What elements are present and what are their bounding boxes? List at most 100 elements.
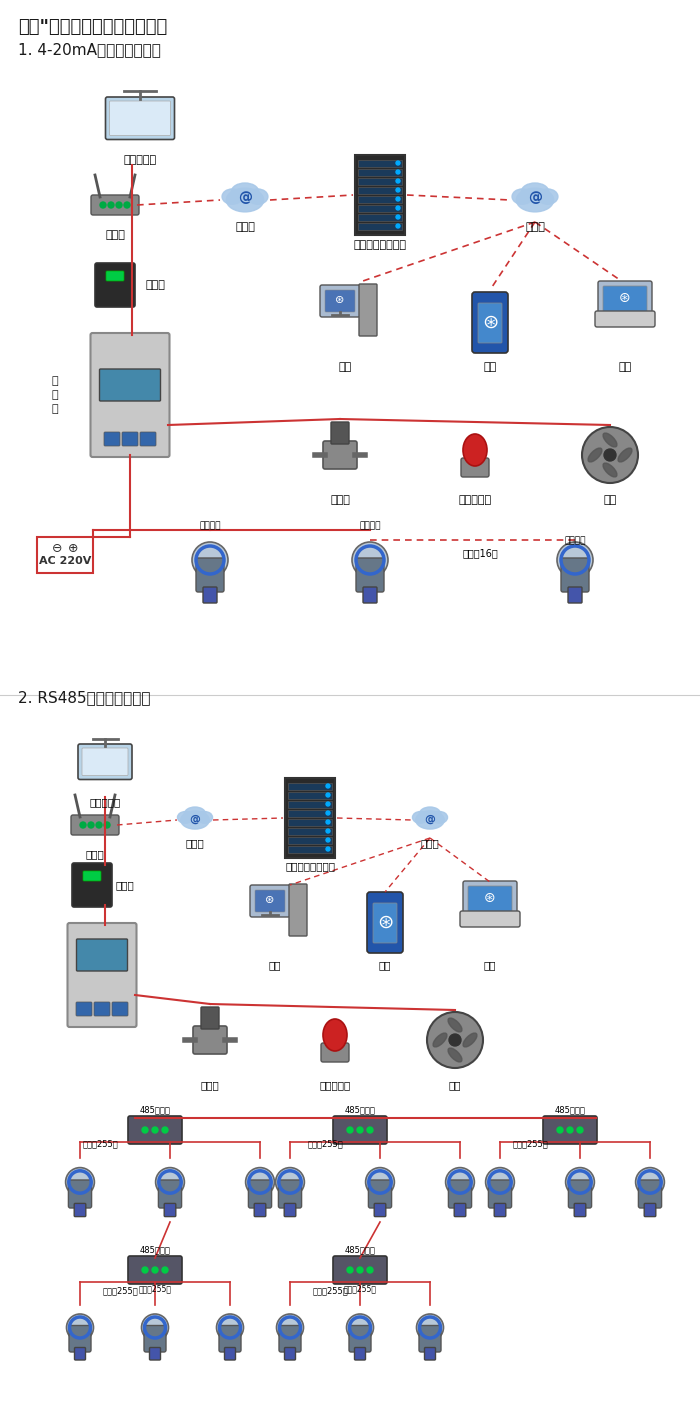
Text: 大众"系列带显示固定式检测仪: 大众"系列带显示固定式检测仪: [18, 18, 167, 37]
Circle shape: [326, 802, 330, 806]
FancyBboxPatch shape: [358, 196, 402, 203]
Text: 路由器: 路由器: [105, 229, 125, 241]
Circle shape: [347, 1127, 353, 1133]
FancyBboxPatch shape: [150, 1348, 160, 1361]
FancyBboxPatch shape: [367, 892, 403, 953]
Circle shape: [326, 794, 330, 796]
FancyBboxPatch shape: [333, 1116, 387, 1144]
FancyBboxPatch shape: [460, 910, 520, 927]
Circle shape: [567, 1127, 573, 1133]
Text: 485中继器: 485中继器: [344, 1104, 375, 1114]
Ellipse shape: [222, 189, 242, 204]
Circle shape: [108, 203, 114, 208]
Circle shape: [365, 1168, 394, 1196]
Text: ⊛: ⊛: [482, 312, 498, 332]
Text: 信号输出: 信号输出: [199, 521, 220, 530]
FancyBboxPatch shape: [561, 559, 589, 592]
FancyBboxPatch shape: [595, 311, 655, 326]
Ellipse shape: [181, 810, 209, 829]
Circle shape: [116, 203, 122, 208]
FancyBboxPatch shape: [78, 744, 132, 779]
FancyBboxPatch shape: [279, 1180, 302, 1209]
Text: 单机版电脑: 单机版电脑: [90, 796, 120, 808]
Text: 485中继器: 485中继器: [344, 1245, 375, 1254]
Ellipse shape: [433, 1033, 447, 1047]
FancyBboxPatch shape: [333, 1256, 387, 1285]
Circle shape: [152, 1127, 158, 1133]
Circle shape: [604, 449, 616, 461]
Circle shape: [449, 1034, 461, 1045]
FancyBboxPatch shape: [424, 1348, 435, 1361]
Circle shape: [582, 426, 638, 483]
FancyBboxPatch shape: [112, 1002, 128, 1016]
Circle shape: [396, 215, 400, 219]
FancyBboxPatch shape: [284, 1203, 296, 1217]
Circle shape: [326, 839, 330, 841]
FancyBboxPatch shape: [158, 1180, 181, 1209]
FancyBboxPatch shape: [603, 286, 647, 312]
FancyBboxPatch shape: [368, 1180, 391, 1209]
Text: 可连接255台: 可连接255台: [102, 1286, 138, 1294]
Circle shape: [352, 542, 388, 578]
FancyBboxPatch shape: [374, 1203, 386, 1217]
Text: 1. 4-20mA信号连接系统图: 1. 4-20mA信号连接系统图: [18, 42, 161, 58]
FancyBboxPatch shape: [489, 1180, 512, 1209]
FancyBboxPatch shape: [325, 290, 355, 312]
FancyBboxPatch shape: [37, 537, 93, 573]
FancyBboxPatch shape: [74, 1348, 85, 1361]
Circle shape: [416, 1314, 444, 1341]
Text: @: @: [425, 813, 435, 823]
Text: @: @: [528, 191, 542, 205]
Circle shape: [276, 1314, 304, 1341]
FancyBboxPatch shape: [321, 1043, 349, 1062]
Text: 转换器: 转换器: [145, 280, 165, 290]
FancyBboxPatch shape: [355, 155, 405, 235]
Text: 转换器: 转换器: [116, 879, 134, 891]
FancyBboxPatch shape: [83, 871, 101, 881]
FancyBboxPatch shape: [354, 1348, 365, 1361]
Text: 电磁阀: 电磁阀: [201, 1081, 219, 1090]
FancyBboxPatch shape: [164, 1203, 176, 1217]
Circle shape: [396, 179, 400, 183]
Text: 单机版电脑: 单机版电脑: [123, 155, 157, 165]
FancyBboxPatch shape: [323, 440, 357, 469]
Text: 485中继器: 485中继器: [554, 1104, 585, 1114]
Text: 终端: 终端: [484, 960, 496, 969]
Text: 可连接255台: 可连接255台: [512, 1140, 548, 1148]
Ellipse shape: [618, 447, 632, 461]
Text: ⊛: ⊛: [620, 291, 631, 305]
Ellipse shape: [226, 189, 264, 212]
Ellipse shape: [463, 1033, 477, 1047]
Circle shape: [66, 1168, 94, 1196]
Circle shape: [155, 1168, 184, 1196]
FancyBboxPatch shape: [449, 1180, 472, 1209]
Circle shape: [124, 203, 130, 208]
Circle shape: [326, 784, 330, 788]
FancyBboxPatch shape: [288, 827, 332, 834]
FancyBboxPatch shape: [568, 1180, 592, 1209]
FancyBboxPatch shape: [543, 1116, 597, 1144]
FancyBboxPatch shape: [250, 885, 290, 917]
Text: 可连接255台: 可连接255台: [82, 1140, 118, 1148]
Text: AC 220V: AC 220V: [38, 556, 91, 566]
FancyBboxPatch shape: [76, 1002, 92, 1016]
Circle shape: [152, 1266, 158, 1273]
Text: 终端: 终端: [618, 362, 631, 371]
Circle shape: [142, 1127, 148, 1133]
FancyBboxPatch shape: [288, 784, 332, 789]
FancyBboxPatch shape: [349, 1325, 371, 1352]
FancyBboxPatch shape: [106, 272, 124, 281]
FancyBboxPatch shape: [69, 1325, 91, 1352]
FancyBboxPatch shape: [122, 432, 138, 446]
FancyBboxPatch shape: [288, 801, 332, 808]
Text: 电脑: 电脑: [338, 362, 351, 371]
Circle shape: [357, 1266, 363, 1273]
Circle shape: [396, 224, 400, 228]
FancyBboxPatch shape: [248, 1180, 272, 1209]
Text: 互联网: 互联网: [186, 839, 204, 848]
FancyBboxPatch shape: [468, 886, 512, 912]
FancyBboxPatch shape: [568, 587, 582, 604]
Ellipse shape: [197, 812, 213, 823]
FancyBboxPatch shape: [196, 559, 224, 592]
Ellipse shape: [512, 189, 533, 204]
